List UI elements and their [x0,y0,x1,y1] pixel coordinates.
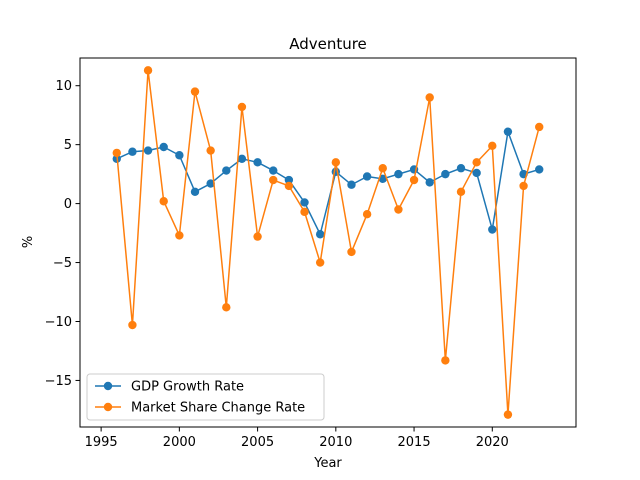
series-line-0 [116,130,540,235]
data-point-0-27 [535,165,544,174]
data-point-0-24 [488,225,497,234]
data-point-0-11 [284,175,294,185]
data-point-0-21 [441,169,450,179]
data-point-1-11 [284,181,294,191]
data-point-1-4 [175,231,184,240]
data-point-1-0 [112,148,121,158]
data-point-0-23 [472,168,481,178]
data-point-1-13 [315,258,325,267]
data-point-0-12 [300,198,309,207]
x-axis-label: Year [313,456,342,471]
data-point-1-17 [378,164,387,173]
data-point-1-10 [269,175,278,185]
data-point-0-18 [394,169,403,179]
legend-label-0: GDP Growth Rate [131,380,244,395]
data-point-0-22 [456,164,466,173]
y-axis-label: % [21,236,36,248]
data-point-1-25 [503,410,513,419]
data-point-1-15 [347,247,356,257]
data-point-1-20 [425,93,434,102]
y-tick-label-0: −15 [45,374,72,389]
data-point-1-3 [159,197,168,206]
data-point-0-5 [190,187,200,197]
y-tick-label-1: −10 [45,315,72,330]
x-tick-label-5: 2020 [476,435,509,450]
data-point-0-9 [253,158,262,167]
data-point-1-1 [128,320,137,330]
y-tick-label-4: 5 [64,138,72,153]
data-point-0-4 [175,151,184,160]
x-tick-label-0: 1995 [85,435,118,450]
legend-marker-0 [103,381,113,391]
data-point-1-7 [222,303,231,312]
chart-title: Adventure [289,35,367,53]
data-point-0-14 [331,167,341,176]
data-point-0-8 [237,154,247,163]
data-point-1-24 [488,141,497,151]
data-point-1-14 [331,158,341,167]
data-point-1-8 [237,102,247,112]
data-point-0-2 [143,146,153,155]
data-point-1-19 [409,175,419,185]
data-point-0-17 [378,174,387,184]
y-tick-label-2: −5 [53,256,72,271]
data-point-0-3 [159,142,168,152]
data-point-0-25 [503,127,513,136]
data-point-0-13 [315,230,325,239]
data-point-0-10 [269,166,278,175]
x-tick-label-3: 2010 [319,435,352,450]
x-tick-label-2: 2005 [241,435,274,450]
data-point-0-6 [206,179,215,188]
data-point-1-5 [190,87,200,96]
data-point-1-27 [535,122,544,132]
data-point-1-9 [253,232,262,241]
legend-marker-1 [103,402,113,412]
data-point-1-6 [206,146,215,155]
data-point-0-16 [362,172,372,181]
data-point-1-16 [362,210,372,219]
axes-frame [79,57,577,428]
legend: GDP Growth Rate Market Share Change Rate [86,373,325,421]
x-axis: 1995 2000 2005 2010 2015 2020 [85,427,509,450]
data-point-1-18 [394,205,403,214]
data-point-1-2 [143,66,153,75]
data-point-1-23 [472,158,481,167]
y-axis: −15 −10 −5 0 5 10 [45,79,80,389]
series-line-1 [116,69,540,416]
data-point-1-22 [456,187,466,197]
y-tick-label-5: 10 [55,79,72,94]
data-point-1-12 [300,207,309,217]
plot-area [112,66,544,419]
data-point-0-20 [425,178,434,187]
data-point-0-15 [347,180,356,189]
x-tick-label-1: 2000 [163,435,196,450]
data-point-1-21 [441,356,450,365]
data-point-1-26 [519,181,528,191]
data-point-0-1 [128,147,137,156]
data-point-0-7 [222,166,231,175]
legend-box [86,373,325,421]
legend-label-1: Market Share Change Rate [131,401,305,416]
x-tick-label-4: 2015 [398,435,431,450]
y-tick-label-3: 0 [64,197,72,212]
